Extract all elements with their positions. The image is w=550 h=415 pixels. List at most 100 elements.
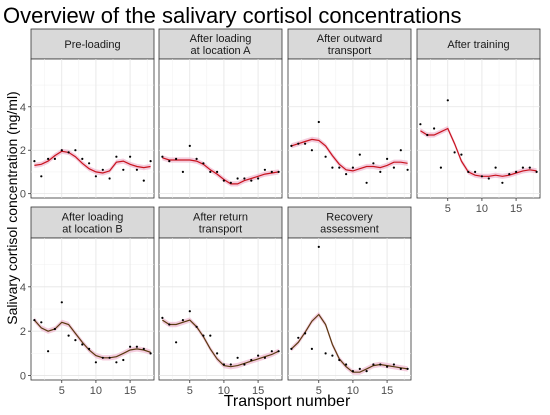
data-point [60, 301, 63, 304]
smooth-line [162, 319, 279, 368]
data-point [474, 170, 477, 173]
data-point [108, 177, 111, 180]
data-point [161, 155, 164, 158]
data-point [81, 157, 84, 160]
y-tick-label: 2 [20, 145, 26, 157]
data-point [338, 166, 341, 169]
data-point [467, 170, 470, 173]
x-tick-label: 5 [59, 385, 65, 397]
facet-strip-label: transport [328, 45, 371, 57]
data-point [216, 170, 219, 173]
data-point [40, 175, 43, 178]
data-point [351, 166, 354, 169]
data-point [216, 352, 219, 355]
data-point [122, 168, 125, 171]
data-point [257, 177, 260, 180]
facet-panel: Pre-loading 0 2 4 [20, 28, 155, 201]
data-point [453, 151, 456, 154]
facet-strip [287, 206, 412, 239]
data-point [521, 166, 525, 169]
data-point [358, 153, 361, 156]
data-point [149, 160, 152, 163]
data-point [222, 363, 225, 366]
x-tick-label: 10 [347, 385, 359, 397]
data-point [358, 367, 361, 370]
data-point [317, 245, 320, 248]
data-point [94, 361, 97, 364]
data-point [168, 323, 171, 326]
x-tick-label: 10 [218, 385, 230, 397]
x-tick-label: 15 [381, 385, 393, 397]
y-tick-label: 4 [20, 102, 26, 114]
data-point [74, 149, 77, 152]
data-point [392, 166, 395, 169]
data-point [386, 157, 389, 160]
data-point [365, 181, 368, 184]
data-point [236, 177, 239, 180]
data-point [277, 350, 280, 353]
data-point [188, 310, 191, 313]
data-point [108, 356, 111, 359]
data-point [135, 345, 138, 348]
data-point [181, 170, 184, 173]
x-tick-label: 10 [476, 203, 488, 215]
data-point [501, 181, 504, 184]
facet-strip [30, 206, 155, 239]
data-point [372, 363, 375, 366]
data-point [47, 350, 50, 353]
smooth-ribbon [34, 317, 151, 361]
data-point [304, 332, 307, 335]
data-point [181, 319, 184, 322]
data-point [331, 354, 334, 357]
data-point [324, 155, 327, 158]
data-point [494, 166, 497, 169]
data-point [406, 367, 409, 370]
data-point [101, 168, 104, 171]
data-point [161, 316, 164, 319]
x-tick-label: 15 [124, 385, 136, 397]
data-point [175, 341, 178, 344]
data-point [168, 160, 171, 163]
data-point [67, 334, 70, 337]
data-point [250, 358, 253, 362]
facet-strip-label: at location B [62, 224, 123, 236]
data-point [304, 142, 307, 145]
data-point [142, 347, 145, 350]
data-point [338, 358, 341, 362]
data-point [129, 345, 132, 348]
data-point [33, 319, 36, 322]
facet-strip-label: After loading [190, 33, 252, 45]
data-point [399, 367, 402, 370]
data-point [365, 370, 368, 373]
x-tick-label: 5 [187, 385, 193, 397]
data-point [60, 149, 63, 152]
data-point [250, 179, 253, 182]
data-point [236, 356, 239, 359]
data-point [487, 177, 490, 180]
facet-strip-label: at location A [191, 45, 252, 57]
data-point [345, 363, 348, 366]
data-point [310, 347, 313, 350]
smooth-line [291, 138, 408, 172]
data-point [433, 127, 436, 130]
data-point [297, 336, 300, 339]
data-point [508, 173, 511, 176]
data-point [88, 347, 91, 350]
data-point [101, 356, 104, 359]
y-axis-title: Salivary cortisol concentration (ng/ml) [4, 91, 20, 324]
x-tick-label: 10 [90, 385, 102, 397]
data-point [386, 365, 389, 368]
x-tick-label: 5 [316, 385, 322, 397]
data-point [317, 120, 320, 124]
data-point [33, 160, 36, 163]
data-point [372, 162, 375, 165]
facet-strip-label: Pre-loading [64, 39, 120, 51]
x-tick-label: 5 [445, 203, 451, 215]
data-point [528, 166, 531, 169]
data-point [379, 363, 382, 366]
data-point [310, 149, 313, 152]
data-point [243, 177, 246, 180]
data-point [324, 352, 327, 355]
